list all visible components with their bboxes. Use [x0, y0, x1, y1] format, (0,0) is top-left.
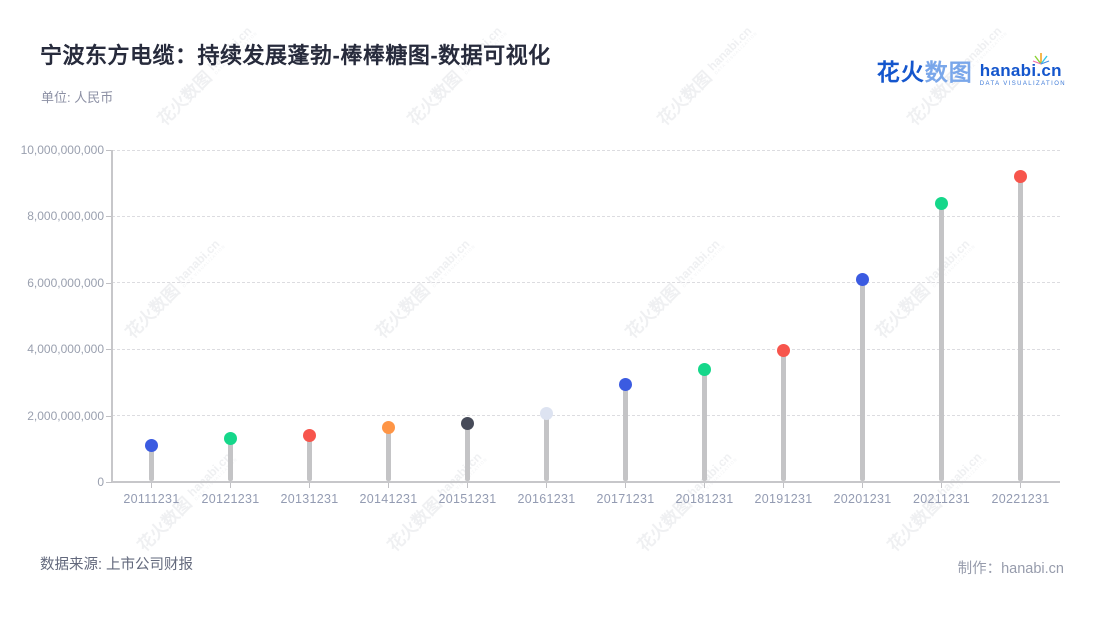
y-gridline	[112, 149, 1060, 151]
lollipop-dot	[935, 196, 948, 210]
lollipop-stem	[228, 438, 233, 481]
lollipop-dot	[856, 272, 869, 286]
x-axis-tick-label: 20111231	[123, 492, 180, 506]
y-axis-tick-label: 4,000,000,000	[27, 342, 104, 357]
lollipop-stem	[465, 423, 470, 481]
y-axis-tick	[106, 150, 112, 151]
lollipop-dot	[461, 417, 474, 431]
lollipop-stem	[307, 435, 312, 481]
x-axis-tick-label: 20181231	[675, 492, 734, 506]
logo-cn-text: 花火数图	[877, 61, 973, 84]
x-axis-tick-label: 20151231	[438, 492, 497, 506]
x-axis-tick-label: 20131231	[280, 492, 339, 506]
sparkle-icon	[1032, 53, 1050, 65]
x-axis-tick	[783, 483, 784, 488]
x-axis-tick	[467, 483, 468, 488]
y-axis-tick	[106, 216, 112, 218]
x-axis-tick-label: 20121231	[201, 492, 260, 506]
lollipop-stem	[386, 427, 391, 481]
credit-note: 制作：hanabi.cn	[957, 561, 1064, 577]
y-gridline	[112, 282, 1060, 284]
x-axis-tick-label: 20211231	[912, 492, 971, 506]
x-axis-tick-label: 20141231	[359, 492, 418, 506]
x-axis-tick	[388, 483, 389, 488]
y-axis-tick	[106, 415, 112, 417]
y-axis-unit-label: 单位: 人民币	[41, 90, 114, 105]
lollipop-dot	[224, 432, 237, 446]
logo-en-main: hanabi.cn	[979, 61, 1062, 80]
x-axis-tick	[862, 483, 863, 488]
y-gridline	[112, 215, 1060, 217]
x-axis-tick	[625, 483, 626, 488]
y-axis-tick	[106, 349, 112, 351]
hanabi-logo: 花火数图 hanabi.cn DATA VISUALIZATION	[877, 53, 1066, 87]
y-gridline	[112, 415, 1060, 417]
y-axis-tick-label: 10,000,000,000	[20, 143, 104, 157]
lollipop-stem	[781, 350, 786, 481]
logo-cn-secondary: 数图	[924, 59, 973, 85]
logo-en-block: hanabi.cn DATA VISUALIZATION	[979, 53, 1066, 87]
logo-en-sub: DATA VISUALIZATION	[979, 81, 1066, 87]
y-axis-tick-label: 0	[97, 475, 104, 489]
lollipop-dot	[698, 362, 711, 376]
y-axis-tick-label: 8,000,000,000	[27, 209, 104, 224]
lollipop-dot	[540, 407, 553, 421]
x-axis-tick-label: 20191231	[754, 492, 813, 506]
x-axis-line	[112, 481, 1060, 483]
y-axis-tick	[106, 282, 112, 284]
x-axis-tick-label: 20171231	[596, 492, 655, 506]
lollipop-stem	[860, 279, 865, 481]
y-axis-tick	[106, 482, 112, 483]
x-axis-tick-label: 20221231	[991, 492, 1050, 506]
lollipop-stem	[544, 413, 549, 481]
lollipop-dot	[145, 438, 158, 452]
y-gridline	[112, 348, 1060, 350]
x-axis-tick	[230, 483, 231, 488]
x-axis-tick-label: 20161231	[517, 492, 576, 506]
page-title: 宁波东方电缆：持续发展蓬勃-棒棒糖图-数据可视化	[40, 43, 551, 68]
x-axis-tick	[546, 483, 547, 488]
x-axis-tick	[309, 483, 310, 488]
data-source-note: 数据来源: 上市公司财报	[40, 557, 194, 573]
lollipop-dot	[619, 377, 632, 391]
x-axis-tick	[704, 483, 705, 488]
lollipop-stem	[1018, 176, 1023, 481]
lollipop-dot	[382, 421, 395, 435]
x-axis-tick	[151, 483, 152, 488]
lollipop-dot	[303, 429, 316, 443]
lollipop-stem	[702, 369, 707, 481]
x-axis-tick-label: 20201231	[833, 492, 892, 506]
lollipop-dot	[1014, 170, 1027, 184]
y-axis-line	[111, 150, 113, 482]
x-axis-tick	[941, 483, 942, 488]
lollipop-stem	[149, 445, 154, 481]
lollipop-dot	[777, 344, 790, 358]
y-axis-tick-label: 6,000,000,000	[27, 275, 104, 290]
lollipop-stem	[939, 203, 944, 481]
lollipop-stem	[623, 384, 628, 481]
y-axis-tick-label: 2,000,000,000	[27, 408, 104, 423]
x-axis-tick	[1020, 483, 1021, 488]
logo-cn-primary: 花火	[876, 59, 925, 85]
